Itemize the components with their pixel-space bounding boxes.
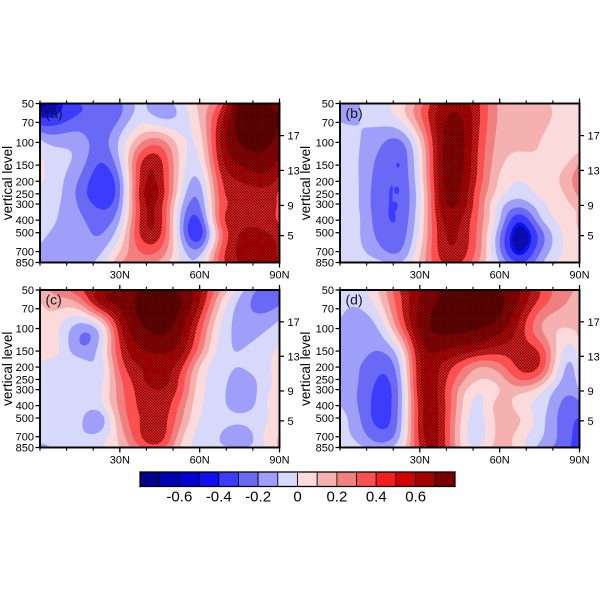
svg-text:-0.2: -0.2	[245, 488, 271, 505]
svg-text:9: 9	[588, 200, 594, 212]
svg-text:60N: 60N	[490, 454, 510, 466]
svg-text:90N: 90N	[569, 454, 589, 466]
svg-text:300: 300	[16, 199, 34, 211]
svg-text:250: 250	[16, 189, 34, 201]
svg-text:0: 0	[293, 488, 301, 505]
svg-text:50: 50	[322, 285, 334, 297]
svg-text:100: 100	[16, 324, 34, 336]
svg-text:700: 700	[16, 432, 34, 444]
svg-text:200: 200	[16, 362, 34, 374]
svg-text:700: 700	[16, 247, 34, 259]
svg-text:60N: 60N	[190, 269, 210, 281]
svg-text:13: 13	[288, 165, 300, 177]
svg-text:50: 50	[22, 98, 34, 110]
svg-text:(c): (c)	[46, 292, 62, 308]
svg-text:5: 5	[588, 231, 594, 243]
svg-text:13: 13	[588, 165, 600, 177]
svg-text:vertical level: vertical level	[0, 146, 15, 220]
svg-text:150: 150	[16, 160, 34, 172]
svg-text:(a): (a)	[46, 105, 63, 121]
svg-text:5: 5	[588, 416, 594, 428]
svg-text:5: 5	[288, 231, 294, 243]
svg-text:700: 700	[316, 432, 334, 444]
svg-text:70: 70	[22, 117, 34, 129]
svg-text:70: 70	[22, 304, 34, 316]
svg-text:(b): (b)	[346, 105, 363, 121]
svg-text:9: 9	[288, 200, 294, 212]
svg-text:400: 400	[316, 401, 334, 413]
svg-text:100: 100	[16, 137, 34, 149]
svg-text:200: 200	[316, 176, 334, 188]
svg-text:400: 400	[16, 401, 34, 413]
svg-text:30N: 30N	[410, 269, 430, 281]
svg-text:150: 150	[316, 346, 334, 358]
svg-text:500: 500	[316, 228, 334, 240]
svg-text:30N: 30N	[410, 454, 430, 466]
svg-text:250: 250	[16, 374, 34, 386]
svg-text:13: 13	[288, 351, 300, 363]
svg-text:13: 13	[588, 351, 600, 363]
svg-text:17: 17	[588, 317, 600, 329]
svg-text:30N: 30N	[110, 269, 130, 281]
svg-text:400: 400	[16, 215, 34, 227]
svg-text:300: 300	[316, 199, 334, 211]
svg-text:vertical level: vertical level	[298, 332, 313, 406]
svg-text:90N: 90N	[569, 269, 589, 281]
svg-text:-0.6: -0.6	[166, 488, 192, 505]
svg-text:17: 17	[288, 317, 300, 329]
svg-text:5: 5	[288, 416, 294, 428]
svg-text:250: 250	[316, 189, 334, 201]
svg-text:50: 50	[322, 98, 334, 110]
svg-text:400: 400	[316, 215, 334, 227]
svg-text:200: 200	[316, 362, 334, 374]
svg-text:(d): (d)	[346, 292, 363, 308]
svg-text:500: 500	[316, 413, 334, 425]
svg-text:0.2: 0.2	[326, 488, 347, 505]
svg-text:-0.4: -0.4	[206, 488, 232, 505]
svg-text:90N: 90N	[269, 454, 289, 466]
svg-text:200: 200	[16, 176, 34, 188]
svg-text:17: 17	[288, 131, 300, 143]
svg-text:70: 70	[322, 117, 334, 129]
svg-text:850: 850	[316, 442, 334, 454]
svg-text:700: 700	[316, 247, 334, 259]
svg-text:100: 100	[316, 324, 334, 336]
svg-text:250: 250	[316, 374, 334, 386]
svg-text:vertical level: vertical level	[298, 146, 313, 220]
svg-text:100: 100	[316, 137, 334, 149]
svg-text:50: 50	[22, 285, 34, 297]
svg-text:850: 850	[16, 257, 34, 269]
svg-text:vertical level: vertical level	[0, 332, 15, 406]
svg-text:300: 300	[316, 385, 334, 397]
svg-text:17: 17	[588, 131, 600, 143]
svg-text:150: 150	[316, 160, 334, 172]
svg-text:850: 850	[316, 257, 334, 269]
svg-text:500: 500	[16, 228, 34, 240]
svg-text:9: 9	[288, 386, 294, 398]
svg-text:30N: 30N	[110, 454, 130, 466]
svg-text:500: 500	[16, 413, 34, 425]
svg-text:60N: 60N	[490, 269, 510, 281]
svg-text:850: 850	[16, 442, 34, 454]
svg-text:9: 9	[588, 386, 594, 398]
svg-text:90N: 90N	[269, 269, 289, 281]
svg-text:0.6: 0.6	[405, 488, 426, 505]
svg-text:70: 70	[322, 304, 334, 316]
svg-text:0.4: 0.4	[366, 488, 387, 505]
svg-text:150: 150	[16, 346, 34, 358]
svg-text:60N: 60N	[190, 454, 210, 466]
svg-text:300: 300	[16, 385, 34, 397]
